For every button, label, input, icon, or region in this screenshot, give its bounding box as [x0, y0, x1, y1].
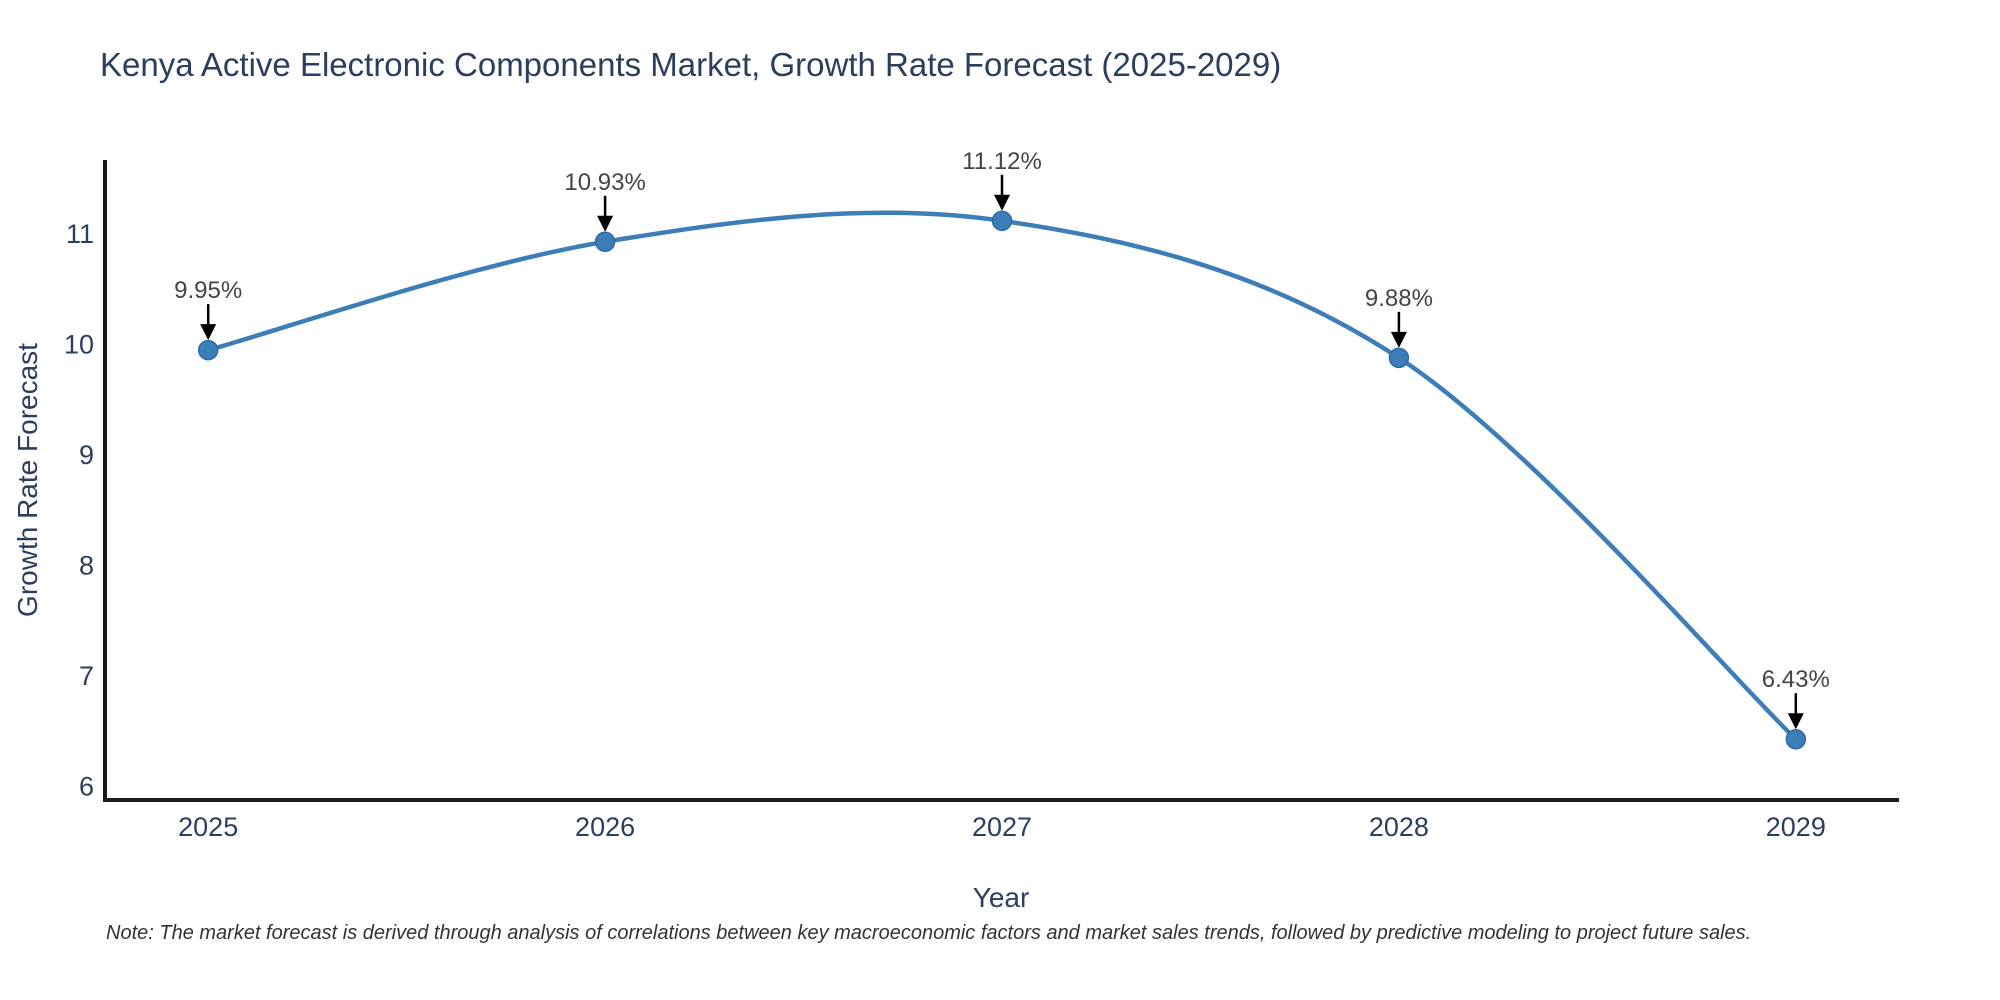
footnote: Note: The market forecast is derived thr…	[106, 922, 1752, 944]
y-tick-label: 11	[66, 219, 94, 249]
x-tick-label: 2025	[178, 812, 238, 842]
annotation-arrowhead	[1787, 713, 1804, 730]
x-tick-label: 2029	[1766, 812, 1826, 842]
annotation-label: 11.12%	[962, 148, 1042, 175]
series-line	[207, 210, 1798, 741]
annotation-label: 9.95%	[174, 277, 242, 304]
y-tick-label: 8	[79, 551, 94, 581]
chart-title: Kenya Active Electronic Components Marke…	[100, 46, 1282, 83]
annotation-arrowhead	[1390, 331, 1407, 348]
y-tick-label: 7	[79, 661, 94, 691]
x-tick-label: 2028	[1369, 812, 1429, 842]
y-tick-label: 10	[64, 330, 94, 360]
data-point-marker[interactable]	[594, 231, 616, 253]
y-tick-label: 6	[79, 772, 94, 802]
annotation-label: 9.88%	[1365, 285, 1433, 312]
y-axis-title: Growth Rate Forecast	[12, 343, 43, 617]
data-point-marker[interactable]	[991, 210, 1013, 232]
annotation-label: 10.93%	[564, 169, 645, 196]
data-point-marker[interactable]	[1388, 347, 1410, 369]
x-tick-label: 2026	[575, 812, 635, 842]
data-point-marker[interactable]	[1785, 728, 1807, 750]
x-axis-title: Year	[972, 882, 1030, 913]
annotation-arrowhead	[994, 194, 1010, 211]
annotation-arrowhead	[200, 324, 217, 341]
x-tick-label: 2027	[972, 812, 1032, 842]
data-point-marker[interactable]	[197, 339, 219, 361]
y-tick-label: 9	[79, 440, 94, 470]
annotation-arrowhead	[597, 215, 614, 232]
annotation-label: 6.43%	[1762, 666, 1830, 693]
